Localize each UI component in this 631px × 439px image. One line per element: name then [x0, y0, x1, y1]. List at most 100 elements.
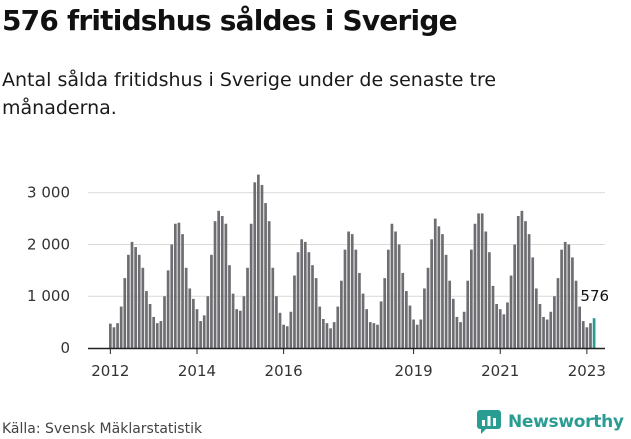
bar [581, 321, 585, 348]
bar [495, 304, 498, 348]
bar [303, 241, 307, 348]
bar [473, 223, 477, 348]
bar [296, 252, 300, 348]
bar [238, 310, 242, 348]
bar [437, 226, 441, 348]
bar [213, 221, 217, 348]
chart-subtitle: Antal sålda fritidshus i Sverige under d… [2, 69, 497, 119]
bar [470, 249, 473, 348]
bar [210, 254, 213, 348]
bar [314, 278, 318, 348]
source-note: Källa: Svensk Mäklarstatistik [2, 421, 203, 437]
bar [563, 241, 567, 348]
bar [444, 254, 448, 348]
bar [571, 257, 574, 348]
bar [206, 296, 210, 348]
bar [516, 216, 520, 348]
bar [148, 304, 152, 348]
bar-chart: 0 1 000 2 000 3 000 2012 2014 2016 2019 2021 202… [27, 174, 609, 380]
bar [372, 323, 376, 348]
x-tick-label: 2012 [91, 362, 129, 380]
bar [343, 249, 347, 348]
x-tick-label: 2016 [265, 362, 303, 380]
x-axis: 2012 2014 2016 2019 2021 2023 [88, 347, 606, 380]
bar [224, 223, 228, 348]
bar [152, 316, 156, 348]
bar [556, 278, 560, 348]
bar [466, 280, 470, 348]
bar [531, 257, 535, 348]
bar [376, 324, 379, 348]
bar [260, 184, 264, 348]
bar [567, 244, 571, 348]
y-tick-label: 1 000 [27, 287, 70, 305]
highlight-annotation: 576 [580, 287, 609, 305]
bar [426, 267, 430, 348]
bar [491, 285, 495, 348]
bar [347, 231, 350, 348]
chart-title: 576 fritidshus såldes i Sverige [2, 4, 458, 37]
y-tick-label: 0 [60, 339, 70, 357]
bar [534, 288, 538, 348]
bar [527, 234, 531, 348]
bar [231, 293, 235, 348]
bar [282, 324, 285, 348]
bar [368, 322, 372, 348]
bar [574, 280, 578, 348]
bar [246, 267, 249, 348]
bar [271, 267, 275, 348]
bar [386, 249, 390, 348]
bar [365, 309, 369, 348]
bar [524, 221, 527, 348]
y-tick-label: 3 000 [27, 184, 70, 202]
bar [379, 301, 383, 348]
bar [112, 327, 116, 348]
bar [325, 323, 329, 348]
x-tick-label: 2014 [178, 362, 216, 380]
bar [408, 305, 412, 348]
y-axis: 0 1 000 2 000 3 000 [27, 184, 70, 357]
bar [184, 267, 188, 348]
bar [502, 314, 506, 348]
bar [137, 254, 141, 348]
bar [433, 218, 437, 348]
bar [275, 296, 278, 348]
bar [307, 252, 311, 348]
bar [361, 293, 365, 348]
x-tick-label: 2019 [394, 362, 432, 380]
bar [542, 316, 545, 348]
bar [350, 234, 354, 348]
bar [358, 272, 361, 348]
bar [242, 296, 246, 348]
bar [116, 323, 119, 348]
bar [549, 311, 553, 348]
bar [155, 323, 159, 348]
bar [177, 222, 181, 348]
bar [163, 296, 166, 348]
bar [423, 288, 426, 348]
bar [336, 306, 340, 348]
bar [419, 319, 423, 348]
bar [220, 216, 224, 348]
bar [455, 316, 459, 348]
newsworthy-logo: Newsworthy [476, 409, 624, 435]
bar [289, 311, 293, 348]
bar [109, 323, 112, 348]
bar [293, 275, 296, 348]
x-tick-label: 2021 [481, 362, 519, 380]
highlight-value-label: 576 [580, 287, 609, 305]
bar [278, 312, 282, 348]
bar [520, 210, 524, 348]
bar [141, 267, 145, 348]
bar [253, 182, 257, 348]
bar [553, 296, 556, 348]
bar [498, 309, 502, 348]
bar [311, 265, 314, 348]
bar [462, 311, 466, 348]
bar [332, 322, 336, 348]
bar [119, 306, 123, 348]
bar [130, 241, 134, 348]
bar [538, 304, 542, 348]
bar [585, 327, 589, 348]
bar [188, 288, 192, 348]
